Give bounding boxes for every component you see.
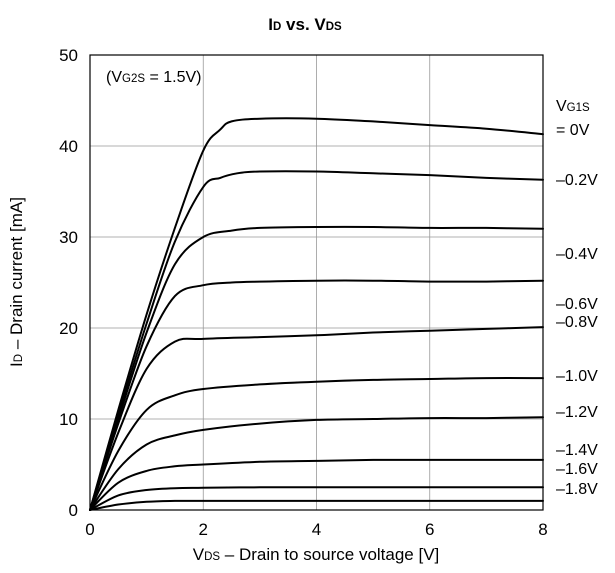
series-label-2: –0.4V <box>556 246 598 263</box>
series-line-3 <box>89 279 544 511</box>
series-line-4 <box>89 326 544 511</box>
x-tick-label: 4 <box>312 520 321 539</box>
series-line-1 <box>89 170 544 511</box>
plot-frame <box>89 54 544 511</box>
y-axis-label: ID – Drain current [mA] <box>7 197 26 367</box>
y-tick-label: 50 <box>59 46 78 65</box>
legend-header: VG1S <box>556 98 590 115</box>
series-label-6: –1.2V <box>556 404 598 421</box>
x-tick-label: 2 <box>199 520 208 539</box>
series-line-7 <box>89 458 544 511</box>
series-label-7: –1.4V <box>556 442 598 459</box>
series-label-1: –0.2V <box>556 172 598 189</box>
x-tick-label: 6 <box>425 520 434 539</box>
x-tick-label: 0 <box>85 520 94 539</box>
y-tick-labels: 0 10 20 30 40 50 <box>59 46 78 520</box>
series-line-8 <box>89 486 544 511</box>
chart-title: ID vs. VDS <box>268 15 342 34</box>
x-tick-label: 8 <box>538 520 547 539</box>
curves <box>89 117 544 511</box>
series-label-5: –1.0V <box>556 368 598 385</box>
series-label-8: –1.6V <box>556 461 598 478</box>
series-label-3: –0.6V <box>556 296 598 313</box>
series-label-9: –1.8V <box>556 481 598 498</box>
series-line-5 <box>89 377 544 511</box>
y-tick-label: 30 <box>59 228 78 247</box>
y-tick-label: 10 <box>59 410 78 429</box>
series-line-0 <box>89 117 544 511</box>
y-tick-label: 40 <box>59 137 78 156</box>
series-line-9 <box>89 499 544 511</box>
x-axis-label: VDS – Drain to source voltage [V] <box>193 545 440 564</box>
y-tick-label: 0 <box>69 501 78 520</box>
y-tick-label: 20 <box>59 319 78 338</box>
curve-labels: = 0V –0.2V –0.4V –0.6V–0.8V –1.0V –1.2V –1.4V –… <box>556 122 598 498</box>
vg2s-annotation: (VG2S = 1.5V) <box>106 69 202 86</box>
series-line-2 <box>89 225 544 511</box>
series-label-0: = 0V <box>556 122 590 139</box>
series-label-4: –0.8V <box>556 314 598 331</box>
series-line-6 <box>89 416 544 511</box>
x-tick-labels: 0 2 4 6 8 <box>85 520 547 539</box>
